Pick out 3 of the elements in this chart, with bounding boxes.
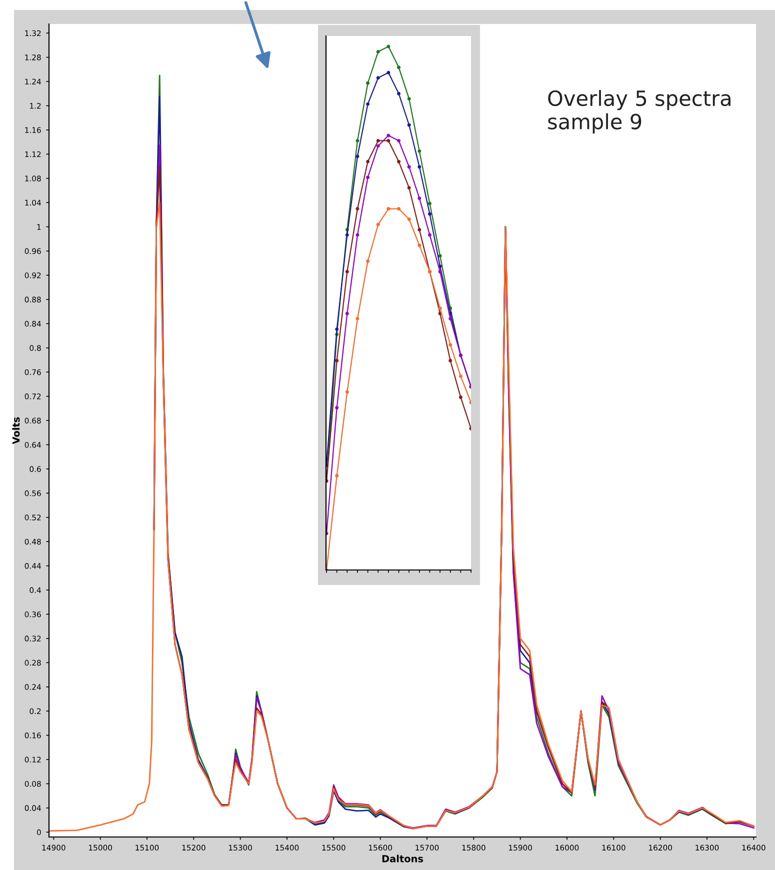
x-axis-title: Daltons (382, 854, 424, 862)
annotation: Overlay 5 spectra sample 9 (548, 90, 730, 134)
y-axis-title: Volts (12, 417, 20, 444)
